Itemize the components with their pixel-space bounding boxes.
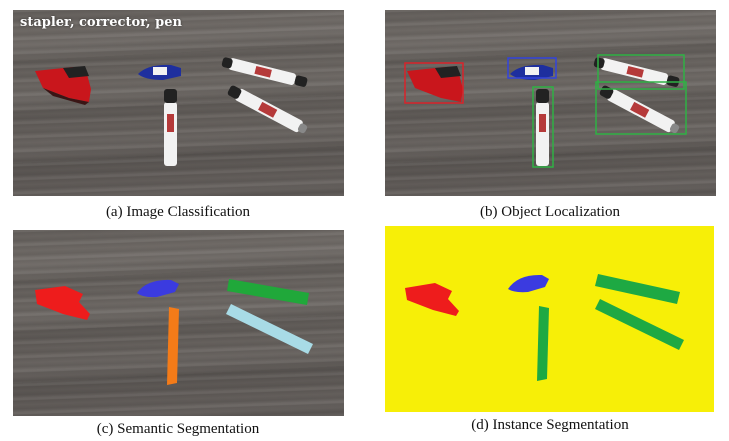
- instance-pen-diagonal: [595, 299, 684, 350]
- photo-objects: [35, 57, 308, 166]
- pen-diagonal: [599, 85, 680, 134]
- caption-b: (b) Object Localization: [480, 204, 620, 220]
- mask-pen-vertical: [167, 307, 179, 385]
- mask-pen-top: [227, 279, 309, 305]
- panel-semantic-segmentation: [13, 230, 344, 416]
- panel-image-classification: stapler, corrector, pen: [13, 10, 344, 196]
- instance-pen-vertical: [537, 306, 549, 381]
- corrector: [138, 64, 181, 80]
- instance-stapler: [405, 283, 459, 316]
- bbox-corrector: [507, 57, 557, 79]
- instance-pen-top: [595, 274, 680, 304]
- caption-a: (a) Image Classification: [105, 204, 251, 220]
- panel-instance-segmentation: [385, 226, 714, 412]
- bbox-stapler: [404, 62, 464, 104]
- panel-object-localization: [385, 10, 716, 196]
- stapler: [35, 66, 91, 105]
- pen-vertical: [164, 89, 177, 166]
- instance-corrector: [508, 274, 549, 293]
- pen-top: [221, 57, 308, 87]
- stapler: [407, 66, 463, 102]
- pen-diagonal: [227, 85, 308, 134]
- pen-top: [593, 57, 680, 87]
- bbox-pen-diagonal: [595, 81, 687, 135]
- photo-objects-boxed: [404, 54, 687, 168]
- bbox-pen-vertical: [532, 86, 554, 168]
- classification-label: stapler, corrector, pen: [20, 15, 182, 30]
- bbox-pen-top: [597, 54, 685, 90]
- instance-masks: [405, 274, 684, 381]
- pen-vertical: [536, 89, 549, 166]
- caption-d: (d) Instance Segmentation: [471, 417, 629, 433]
- mask-pen-diagonal: [226, 304, 313, 354]
- mask-corrector: [137, 279, 179, 298]
- mask-stapler: [35, 286, 90, 320]
- corrector: [510, 64, 553, 80]
- caption-c: (c) Semantic Segmentation: [96, 421, 260, 437]
- semantic-masks: [35, 279, 313, 385]
